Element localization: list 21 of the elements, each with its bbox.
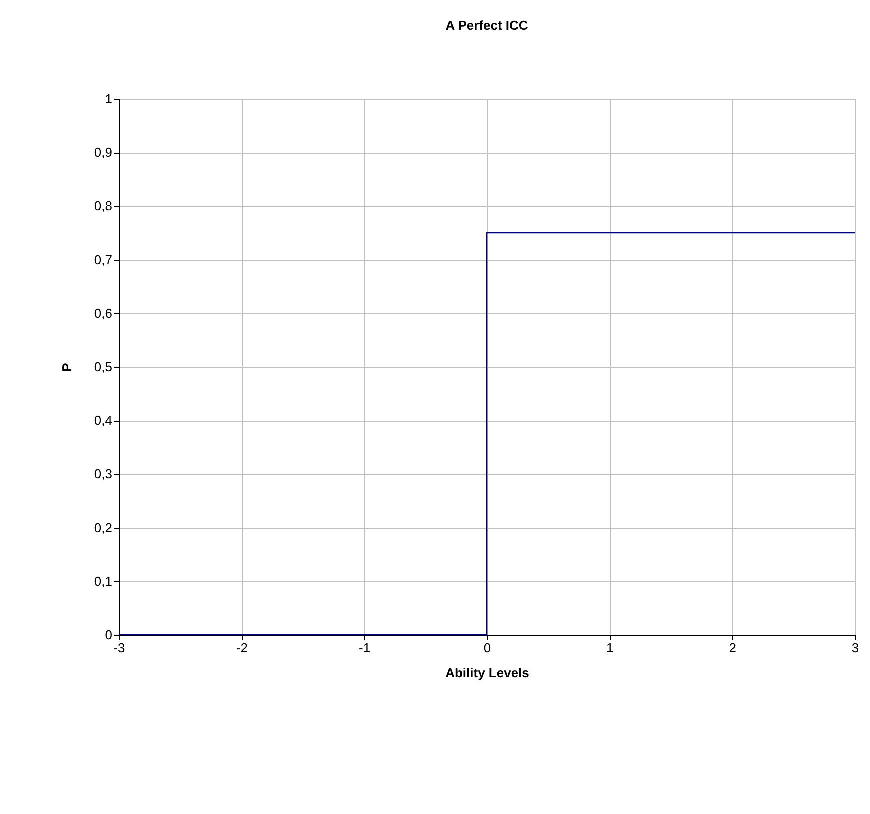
x-tick-label: 0 (484, 640, 492, 656)
y-tick-label: 1 (105, 92, 112, 106)
y-tick-label: 0,5 (94, 360, 112, 374)
y-axis-title: P (59, 362, 74, 372)
y-tick-label: 0,9 (94, 145, 112, 160)
y-tick-label: 0,8 (94, 198, 112, 214)
y-tick-label: 0,1 (94, 574, 112, 589)
x-tick-label: -2 (236, 640, 248, 656)
y-tick-label: 0,2 (94, 520, 112, 536)
x-tick-label: 3 (852, 640, 860, 656)
x-tick-label: -1 (359, 640, 371, 656)
chart-title: A Perfect ICC (446, 18, 529, 33)
y-tick-label: 0,3 (94, 466, 112, 482)
x-tick-label: 1 (606, 640, 614, 656)
y-tick-label: 0,6 (94, 306, 112, 321)
x-axis-title: Ability Levels (446, 666, 530, 680)
y-tick-label: 0,7 (94, 252, 112, 268)
x-tick-label: 2 (729, 640, 736, 656)
y-tick-label: 0,4 (94, 413, 112, 428)
x-tick-label: -3 (114, 640, 126, 656)
y-tick-label: 0 (105, 628, 112, 642)
